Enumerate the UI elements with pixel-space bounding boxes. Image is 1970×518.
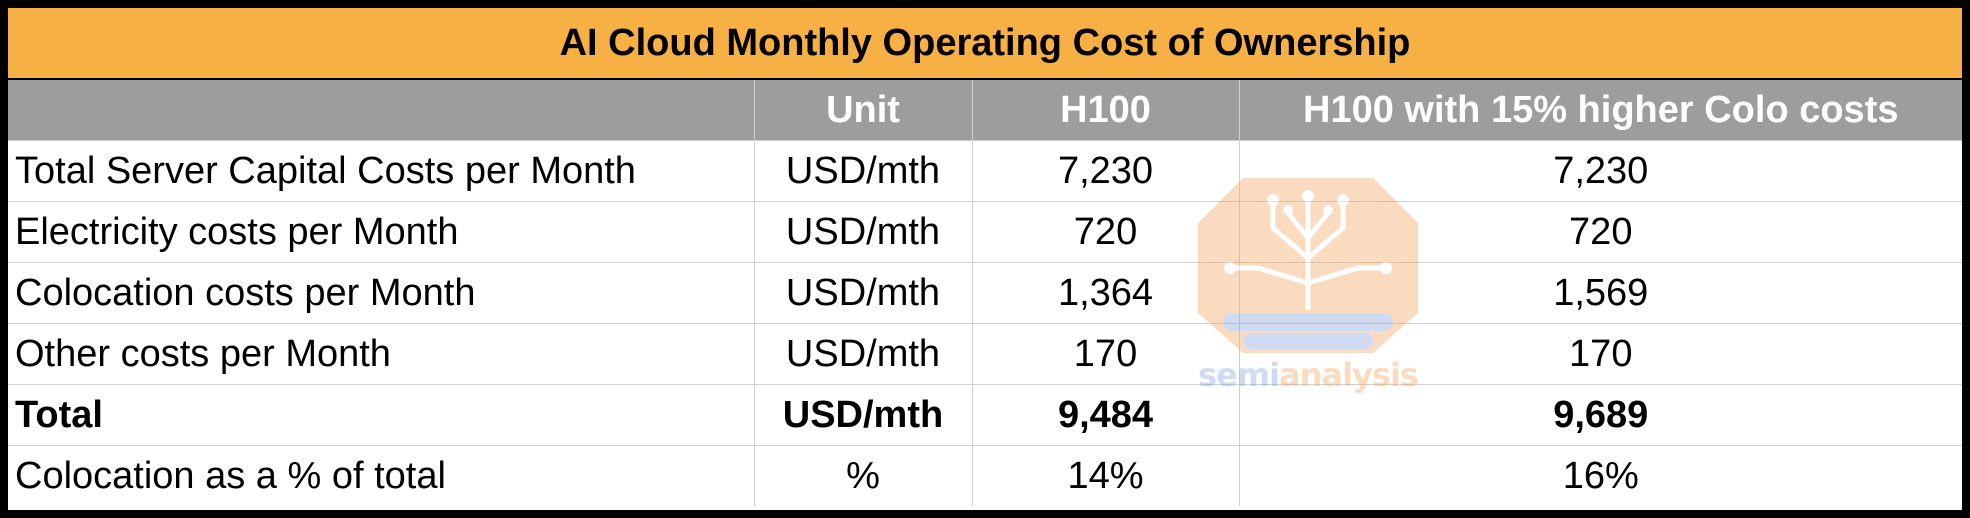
row-label: Total xyxy=(8,384,754,446)
row-unit: USD/mth xyxy=(753,140,972,202)
row-unit: % xyxy=(753,445,972,506)
table-title: AI Cloud Monthly Operating Cost of Owner… xyxy=(8,8,1962,80)
table-frame: AI Cloud Monthly Operating Cost of Owner… xyxy=(8,8,1962,510)
table-row: Electricity costs per Month USD/mth 720 … xyxy=(8,201,1962,263)
table-row-total: Total USD/mth 9,484 9,689 xyxy=(8,384,1962,446)
row-unit: USD/mth xyxy=(753,262,972,324)
header-h100: H100 xyxy=(971,80,1239,141)
header-row: Unit H100 H100 with 15% higher Colo cost… xyxy=(8,80,1962,141)
row-h100-value: 9,484 xyxy=(971,384,1239,446)
row-h100-value: 14% xyxy=(971,445,1239,506)
row-h100-colo-value: 7,230 xyxy=(1238,140,1962,202)
row-label: Colocation costs per Month xyxy=(8,262,754,324)
row-h100-colo-value: 170 xyxy=(1238,323,1962,385)
row-h100-value: 7,230 xyxy=(971,140,1239,202)
row-label: Electricity costs per Month xyxy=(8,201,754,263)
cost-table: Unit H100 H100 with 15% higher Colo cost… xyxy=(8,80,1962,506)
table-row: Colocation as a % of total % 14% 16% xyxy=(8,445,1962,506)
table-row: Total Server Capital Costs per Month USD… xyxy=(8,140,1962,202)
row-h100-value: 1,364 xyxy=(971,262,1239,324)
header-h100-colo: H100 with 15% higher Colo costs xyxy=(1238,80,1962,141)
table-row: Colocation costs per Month USD/mth 1,364… xyxy=(8,262,1962,324)
row-h100-colo-value: 720 xyxy=(1238,201,1962,263)
row-unit: USD/mth xyxy=(753,384,972,446)
row-h100-colo-value: 16% xyxy=(1238,445,1962,506)
row-h100-value: 170 xyxy=(971,323,1239,385)
row-unit: USD/mth xyxy=(753,323,972,385)
row-h100-value: 720 xyxy=(971,201,1239,263)
row-label: Colocation as a % of total xyxy=(15,454,446,497)
table-row: Other costs per Month USD/mth 170 170 xyxy=(8,323,1962,385)
row-unit: USD/mth xyxy=(753,201,972,263)
row-h100-colo-value: 9,689 xyxy=(1238,384,1962,446)
header-label xyxy=(8,80,754,141)
row-label: Other costs per Month xyxy=(8,323,754,385)
header-unit: Unit xyxy=(753,80,972,141)
row-label: Total Server Capital Costs per Month xyxy=(8,140,754,202)
row-h100-colo-value: 1,569 xyxy=(1238,262,1962,324)
